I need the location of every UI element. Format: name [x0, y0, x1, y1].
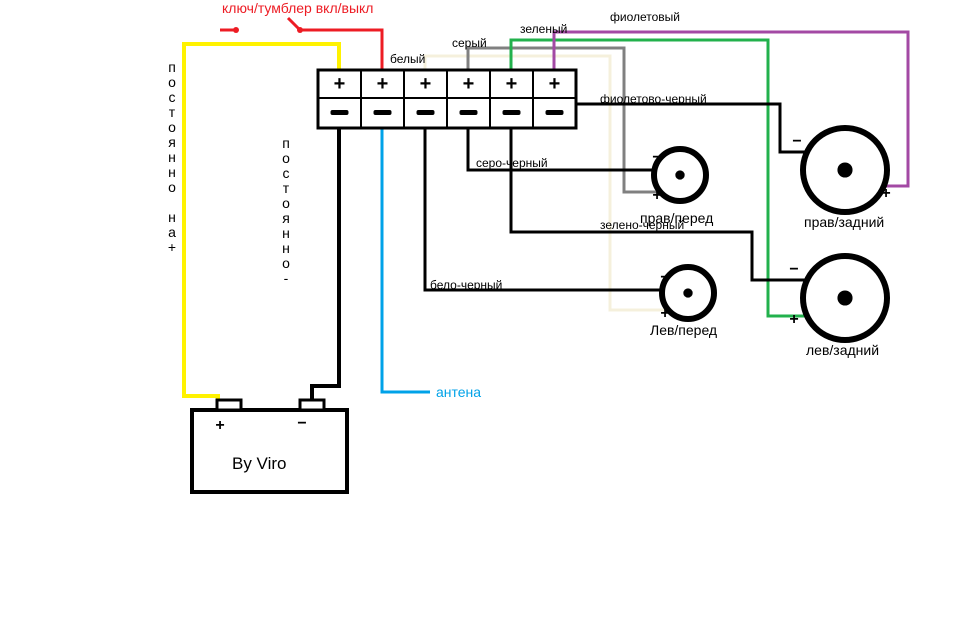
polarity-mark: − [660, 269, 669, 286]
svg-text:+: + [463, 73, 475, 95]
polarity-mark: − [652, 149, 661, 166]
polarity-mark: + [652, 187, 661, 204]
label-grey: серый [452, 36, 487, 50]
label-purple-black: фиолетово-черный [600, 92, 707, 106]
svg-text:+: + [506, 73, 518, 95]
label-antenna: антена [436, 384, 481, 400]
yellow-const-plus [184, 44, 339, 406]
polarity-mark: − [297, 415, 306, 432]
label-speaker-rr: прав/задний [804, 214, 884, 230]
svg-text:+: + [549, 73, 561, 95]
label-white: белый [390, 52, 425, 66]
label-const-minus: п о с т о я н н о - [280, 136, 292, 286]
black-const-minus [312, 116, 339, 406]
polarity-mark: − [789, 261, 798, 278]
polarity-mark: + [215, 417, 224, 434]
polarity-mark: + [881, 185, 890, 202]
svg-text:+: + [334, 73, 346, 95]
svg-text:+: + [420, 73, 432, 95]
label-purple: фиолетовый [610, 10, 680, 24]
blue-antenna [382, 116, 430, 392]
label-green: зеленый [520, 22, 567, 36]
label-speaker-fr: прав/перед [640, 210, 713, 226]
wiring-diagram: + + + + + + + − + − + − + − + − [0, 0, 960, 626]
polarity-mark: − [792, 133, 801, 150]
label-const-plus: п о с т о я н н о н а + [166, 60, 178, 255]
label-grey-black: серо-черный [476, 156, 548, 170]
purple-black-neg [554, 104, 810, 152]
label-white-black: бело-черный [430, 278, 502, 292]
label-battery: By Viro [232, 454, 287, 474]
svg-text:+: + [377, 73, 389, 95]
label-speaker-fl: Лев/перед [650, 322, 717, 338]
white-black-neg [425, 116, 666, 290]
polarity-mark: + [789, 311, 798, 328]
label-speaker-rl: лев/задний [806, 342, 879, 358]
label-key-toggle: ключ/тумблер вкл/выкл [222, 0, 373, 16]
polarity-mark: + [660, 305, 669, 322]
